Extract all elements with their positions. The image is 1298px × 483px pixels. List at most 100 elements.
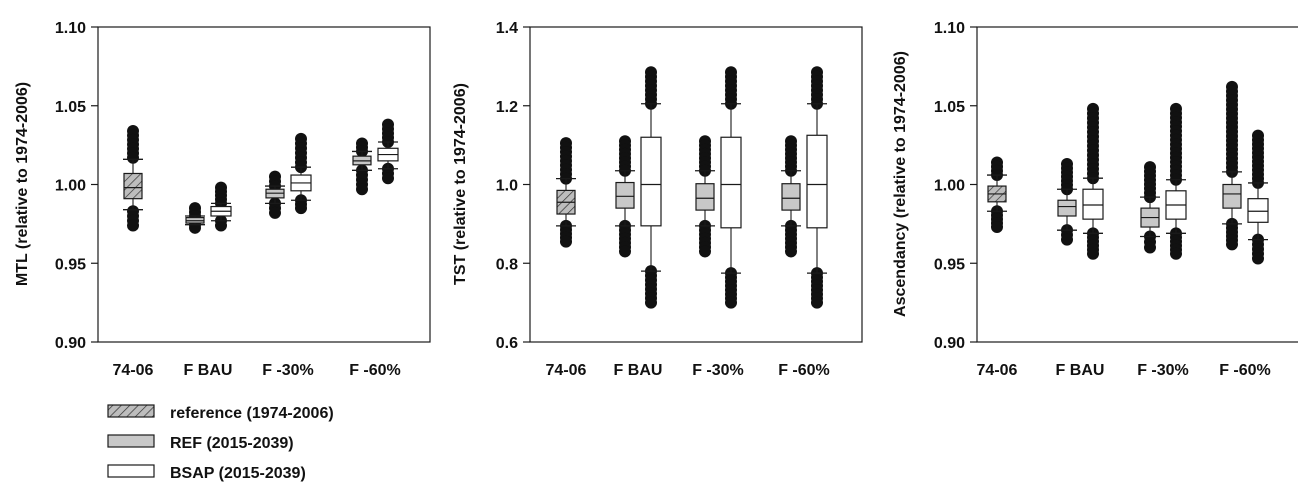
boxes-ascendancy	[987, 80, 1269, 265]
outlier-point	[619, 245, 631, 258]
x-category-label: F BAU	[1056, 362, 1105, 379]
box-1-0	[556, 137, 576, 248]
box-2-1	[1057, 158, 1077, 246]
legend-swatch-bsap	[107, 464, 155, 478]
x-category-label: F BAU	[184, 362, 233, 379]
box-body	[1057, 199, 1077, 217]
legend-label-bsap: BSAP (2015-2039)	[170, 465, 306, 482]
box-body	[123, 172, 143, 200]
outlier-point	[1226, 238, 1238, 251]
y-ticks-ascendancy: 0.90 0.95 1.00 1.05 1.10	[934, 20, 977, 352]
box-body	[695, 183, 715, 211]
y-tick-label: 0.90	[934, 335, 965, 352]
box-0-4	[290, 132, 312, 215]
boxes-tst	[556, 66, 828, 309]
outlier-point	[295, 202, 307, 215]
outlier-point	[1252, 252, 1264, 265]
y-axis-label-tst: TST (relative to 1974-2006)	[452, 83, 469, 285]
box-body	[1247, 198, 1269, 223]
outlier-point	[560, 235, 572, 248]
outlier-point	[991, 221, 1003, 234]
outlier-point	[645, 296, 657, 309]
outlier-point	[127, 151, 139, 164]
box-body	[640, 136, 662, 227]
y-tick-label: 1.00	[55, 178, 86, 195]
y-tick-label: 1.2	[496, 99, 518, 116]
box-2-6	[1247, 129, 1269, 265]
y-axis-label-ascendancy: Ascendancy (relative to 1974-2006)	[892, 51, 909, 317]
box-2-5	[1222, 80, 1242, 251]
box-1-6	[806, 66, 828, 309]
y-tick-label: 0.8	[496, 256, 518, 273]
y-tick-label: 0.90	[55, 335, 86, 352]
outlier-point	[725, 296, 737, 309]
box-1-5	[781, 135, 801, 258]
box-body	[720, 136, 742, 229]
box-body	[806, 134, 828, 229]
panel-mtl: 0.90 0.95 1.00 1.05 1.10 74-06 F BAU F -30% F -…	[14, 20, 431, 379]
y-tick-label: 0.95	[934, 256, 965, 273]
panel-ascendancy: 0.90 0.95 1.00 1.05 1.10 74-06 F BAU F -30% F -…	[892, 20, 1298, 379]
box-0-6	[377, 118, 399, 185]
x-category-label: F -30%	[692, 362, 744, 379]
plot-frame-ascendancy	[976, 26, 1298, 343]
box-2-3	[1140, 161, 1160, 254]
y-tick-label: 1.05	[55, 99, 86, 116]
outlier-point	[269, 206, 281, 219]
y-tick-label: 1.4	[496, 20, 518, 37]
box-1-4	[720, 66, 742, 309]
outlier-point	[699, 245, 711, 258]
outlier-point	[785, 245, 797, 258]
box-body	[1222, 183, 1242, 209]
legend: reference (1974-2006) REF (2015-2039) BS…	[107, 404, 334, 482]
box-0-5	[352, 137, 372, 196]
x-categories-mtl: 74-06 F BAU F -30% F -60%	[113, 362, 401, 379]
legend-swatch-reference	[107, 404, 155, 418]
legend-swatch-ref	[107, 434, 155, 448]
y-ticks-tst: 0.6 0.8 1.0 1.2 1.4	[496, 20, 530, 352]
x-category-label: F -60%	[1219, 362, 1271, 379]
boxes-mtl	[123, 118, 399, 234]
x-category-label: 74-06	[546, 362, 587, 379]
y-tick-label: 1.10	[55, 20, 86, 37]
y-tick-label: 0.6	[496, 335, 518, 352]
y-tick-label: 0.95	[55, 256, 86, 273]
plot-frame-mtl	[97, 26, 431, 343]
x-category-label: 74-06	[113, 362, 154, 379]
box-0-0	[123, 124, 143, 232]
outlier-point	[215, 219, 227, 232]
outlier-point	[1144, 241, 1156, 254]
outlier-point	[1061, 233, 1073, 246]
box-body	[781, 183, 801, 211]
box-2-0	[987, 156, 1007, 234]
outlier-point	[356, 183, 368, 196]
x-category-label: F BAU	[614, 362, 663, 379]
x-category-label: F -30%	[1137, 362, 1189, 379]
box-1-2	[640, 66, 662, 309]
y-tick-label: 1.05	[934, 99, 965, 116]
box-0-1	[185, 202, 205, 234]
x-category-label: F -60%	[349, 362, 401, 379]
y-ticks-mtl: 0.90 0.95 1.00 1.05 1.10	[55, 20, 98, 352]
box-2-2	[1082, 102, 1104, 260]
x-category-label: 74-06	[977, 362, 1018, 379]
outlier-point	[382, 172, 394, 185]
box-2-4	[1165, 102, 1187, 260]
outlier-point	[127, 219, 139, 232]
box-body	[615, 181, 635, 209]
y-tick-label: 1.00	[934, 178, 965, 195]
box-0-2	[210, 181, 232, 232]
x-categories-tst: 74-06 F BAU F -30% F -60%	[546, 362, 830, 379]
x-category-label: F -60%	[778, 362, 830, 379]
box-1-1	[615, 135, 635, 258]
outlier-point	[811, 296, 823, 309]
box-0-3	[265, 170, 285, 219]
x-category-label: F -30%	[262, 362, 314, 379]
y-tick-label: 1.10	[934, 20, 965, 37]
y-tick-label: 1.0	[496, 178, 518, 195]
box-1-3	[695, 135, 715, 258]
panel-tst: 0.6 0.8 1.0 1.2 1.4 74-06 F BAU F -30% F -60% T…	[452, 20, 863, 379]
legend-label-ref: REF (2015-2039)	[170, 435, 294, 452]
outlier-point	[1087, 247, 1099, 260]
